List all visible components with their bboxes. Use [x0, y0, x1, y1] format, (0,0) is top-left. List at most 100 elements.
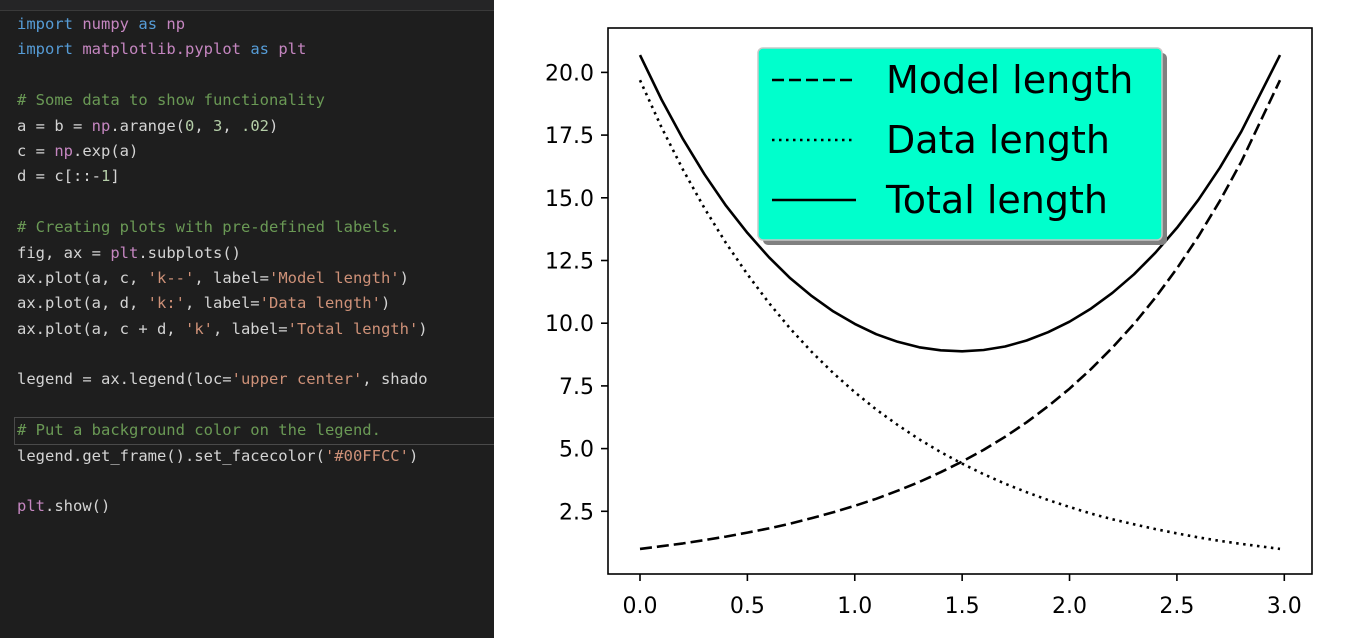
x-tick-label: 0.5 — [730, 594, 765, 619]
code-line[interactable]: legend.get_frame().set_facecolor('#00FFC… — [17, 444, 494, 469]
code-line[interactable]: import matplotlib.pyplot as plt — [17, 37, 494, 62]
code-token: ) — [418, 319, 428, 338]
code-line[interactable]: a = b = np.arange(0, 3, .02) — [17, 114, 494, 139]
y-tick-label: 5.0 — [559, 438, 594, 463]
code-line[interactable]: d = c[::-1] — [17, 164, 494, 189]
code-line[interactable]: fig, ax = plt.subplots() — [17, 241, 494, 266]
legend[interactable]: Model length Data length Total length — [757, 47, 1167, 245]
code-line[interactable]: legend = ax.legend(loc='upper center', s… — [17, 367, 494, 392]
code-token: ) — [408, 446, 419, 465]
code-token: ax.plot(a, d, — [17, 294, 148, 313]
y-tick-label: 10.0 — [545, 312, 594, 337]
code-line[interactable]: ax.plot(a, c, 'k--', label='Model length… — [17, 266, 494, 291]
code-token: ] — [110, 167, 120, 186]
code-token: import — [17, 15, 73, 33]
y-tick-label: 7.5 — [559, 375, 594, 400]
x-tick-label: 2.5 — [1159, 594, 1194, 619]
code-token: fig, ax = — [17, 243, 111, 262]
code-token: legend.get_frame().set_facecolor( — [17, 446, 325, 465]
code-token: , — [222, 116, 242, 135]
series-line-total-length — [638, 54, 1282, 353]
y-tick-label: 17.5 — [545, 124, 594, 149]
code-line[interactable] — [17, 63, 494, 88]
y-tick-label: 12.5 — [545, 249, 594, 274]
legend-label: Model length — [886, 58, 1133, 102]
code-line[interactable]: # Some data to show functionality — [17, 88, 494, 113]
code-token — [129, 15, 138, 33]
code-line[interactable] — [17, 393, 494, 418]
code-token: ax.plot(a, c, — [17, 268, 148, 287]
code-token: as — [138, 15, 158, 33]
code-token: .show() — [45, 497, 111, 516]
code-token: as — [250, 40, 269, 59]
code-token: 'k' — [184, 319, 213, 338]
code-token: 'Model length' — [268, 268, 400, 287]
code-token: .02 — [241, 116, 270, 135]
y-tick-label: 2.5 — [559, 500, 594, 525]
code-line[interactable]: # Creating plots with pre-defined labels… — [17, 215, 494, 240]
code-token: a = b = — [17, 116, 92, 135]
code-token: , label= — [194, 268, 269, 287]
legend-entries: Model length Data length Total length — [772, 58, 1133, 222]
x-axis-ticks: 0.0 0.5 1.0 1.5 2.0 2.5 3.0 — [623, 574, 1302, 619]
code-token: plt — [17, 497, 45, 516]
code-token: , — [194, 116, 213, 135]
code-token: , shado — [362, 370, 428, 389]
legend-label: Data length — [886, 118, 1110, 162]
code-token: 'Total length' — [287, 319, 419, 338]
code-line[interactable] — [17, 190, 494, 215]
code-token: , label= — [212, 319, 288, 338]
code-token: import — [17, 40, 73, 59]
x-tick-label: 1.0 — [837, 594, 872, 619]
y-tick-label: 15.0 — [545, 187, 594, 212]
code-token: 'upper center' — [231, 370, 363, 389]
code-token: .arange( — [110, 116, 185, 135]
code-line[interactable]: # Put a background color on the legend. — [14, 417, 494, 445]
code-token: ) — [399, 268, 409, 287]
code-token — [73, 15, 82, 33]
code-token: 1 — [101, 167, 111, 186]
code-token: plt — [110, 243, 139, 262]
legend-label: Total length — [885, 178, 1108, 222]
code-token: c = — [17, 141, 55, 160]
code-token: , label= — [184, 294, 260, 313]
x-tick-label: 0.0 — [623, 594, 658, 619]
code-line[interactable]: ax.plot(a, d, 'k:', label='Data length') — [17, 291, 494, 316]
code-line[interactable]: import numpy as np — [17, 12, 494, 37]
code-token: np — [166, 15, 186, 33]
code-line[interactable] — [17, 469, 494, 494]
code-token: legend = ax.legend(loc= — [17, 370, 232, 389]
code-token — [241, 40, 250, 58]
plot-window: 0.0 0.5 1.0 1.5 2.0 2.5 3.0 2.5 5.0 7.5 10.0 12.5 1… — [494, 0, 1360, 638]
editor-top-bar — [0, 0, 494, 11]
y-tick-label: 20.0 — [545, 61, 594, 86]
code-token: ) — [269, 116, 279, 135]
code-line[interactable]: c = np.exp(a) — [17, 139, 494, 164]
code-token: 3 — [213, 116, 223, 135]
code-content[interactable]: import numpy as np import matplotlib.pypl… — [14, 12, 494, 520]
code-token — [269, 40, 278, 58]
code-token — [73, 40, 82, 58]
code-token: np — [91, 116, 111, 135]
x-tick-label: 3.0 — [1267, 594, 1302, 619]
line-chart: 0.0 0.5 1.0 1.5 2.0 2.5 3.0 2.5 5.0 7.5 10.0 12.5 1… — [545, 27, 1313, 619]
code-token: # Some data to show functionality — [17, 91, 325, 110]
x-tick-label: 1.5 — [945, 594, 980, 619]
code-token: matplotlib.pyplot — [82, 40, 241, 59]
code-token: '#00FFCC' — [324, 446, 409, 465]
code-line[interactable]: plt.show() — [17, 494, 494, 519]
code-token: # Put a background color on the legend. — [17, 421, 381, 440]
legend-box — [757, 47, 1163, 241]
code-token: 0 — [184, 116, 195, 135]
code-token: np — [54, 141, 73, 160]
code-token: .exp(a) — [73, 141, 139, 160]
code-token: 'k--' — [147, 268, 195, 287]
code-editor[interactable]: import numpy as np import matplotlib.pypl… — [0, 0, 494, 638]
code-token: plt — [278, 40, 307, 59]
code-line[interactable]: ax.plot(a, c + d, 'k', label='Total leng… — [17, 317, 494, 342]
code-line[interactable] — [17, 342, 494, 367]
series-line-model-length — [639, 79, 1282, 551]
code-token: # Creating plots with pre-defined labels… — [17, 218, 400, 237]
code-token: numpy — [82, 15, 130, 33]
code-token: d = c[::- — [17, 167, 101, 186]
